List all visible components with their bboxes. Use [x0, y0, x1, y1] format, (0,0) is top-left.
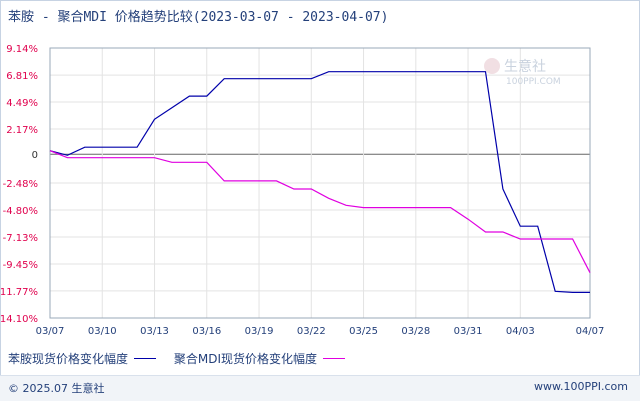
footer-copyright: © 2025.07 生意社 — [8, 382, 105, 395]
y-tick-label: -11.77% — [0, 287, 38, 298]
series-lines — [49, 71, 591, 293]
x-tick-label: 04/03 — [506, 326, 535, 337]
x-tick-label: 03/31 — [454, 326, 483, 337]
y-tick-label: -14.10% — [0, 314, 38, 325]
x-tick-label: 04/07 — [576, 326, 605, 337]
line-chart: 9.14% 6.81% 4.49% 2.17% 0 -2.48% -4.80% -7.13% -… — [0, 44, 605, 337]
legend-item-mdi: 聚合MDI现货价格变化幅度 — [174, 350, 345, 367]
x-tick-label: 03/13 — [140, 326, 169, 337]
chart-legend: 苯胺现货价格变化幅度 聚合MDI现货价格变化幅度 — [8, 350, 359, 367]
x-tick-label: 03/25 — [349, 326, 378, 337]
y-tick-label: 2.17% — [6, 125, 38, 136]
footer-site-link[interactable]: www.100PPI.com — [534, 380, 628, 393]
footer-bar: © 2025.07 生意社 www.100PPI.com — [0, 375, 640, 401]
legend-item-aniline: 苯胺现货价格变化幅度 — [8, 350, 157, 367]
legend-label-mdi: 聚合MDI现货价格变化幅度 — [173, 352, 317, 366]
chart-title: 苯胺 - 聚合MDI 价格趋势比较(2023-03-07 - 2023-04-0… — [8, 10, 389, 25]
y-tick-label: 0 — [32, 150, 38, 161]
watermark-logo: 生意社 100PPI.COM — [484, 58, 561, 87]
y-tick-label: -2.48% — [3, 179, 38, 190]
y-tick-label: -7.13% — [3, 233, 38, 244]
y-tick-label: 6.81% — [6, 71, 38, 82]
watermark-url: 100PPI.COM — [506, 77, 561, 87]
x-tick-label: 03/10 — [88, 326, 117, 337]
x-tick-labels: 03/07 03/10 03/13 03/16 03/19 03/22 03/25 03/28… — [36, 326, 605, 337]
legend-swatch-aniline — [134, 358, 157, 359]
watermark-name: 生意社 — [504, 58, 546, 75]
series-line-aniline — [49, 71, 590, 293]
x-tick-label: 03/07 — [36, 326, 65, 337]
plot-border — [49, 47, 591, 319]
axes — [49, 47, 591, 319]
series-line-mdi — [49, 150, 591, 273]
x-tick-label: 03/19 — [245, 326, 274, 337]
legend-label-aniline: 苯胺现货价格变化幅度 — [8, 352, 129, 366]
x-tick-label: 03/28 — [401, 326, 430, 337]
x-tick-label: 03/22 — [297, 326, 326, 337]
y-tick-label: -4.80% — [3, 206, 38, 217]
y-tick-label: 4.49% — [6, 98, 38, 109]
legend-swatch-mdi — [322, 358, 345, 359]
y-tick-label: 9.14% — [6, 44, 38, 55]
x-tick-label: 03/16 — [192, 326, 221, 337]
y-tick-label: -9.45% — [3, 260, 38, 271]
y-tick-labels: 9.14% 6.81% 4.49% 2.17% 0 -2.48% -4.80% -7.13% -… — [0, 44, 38, 325]
